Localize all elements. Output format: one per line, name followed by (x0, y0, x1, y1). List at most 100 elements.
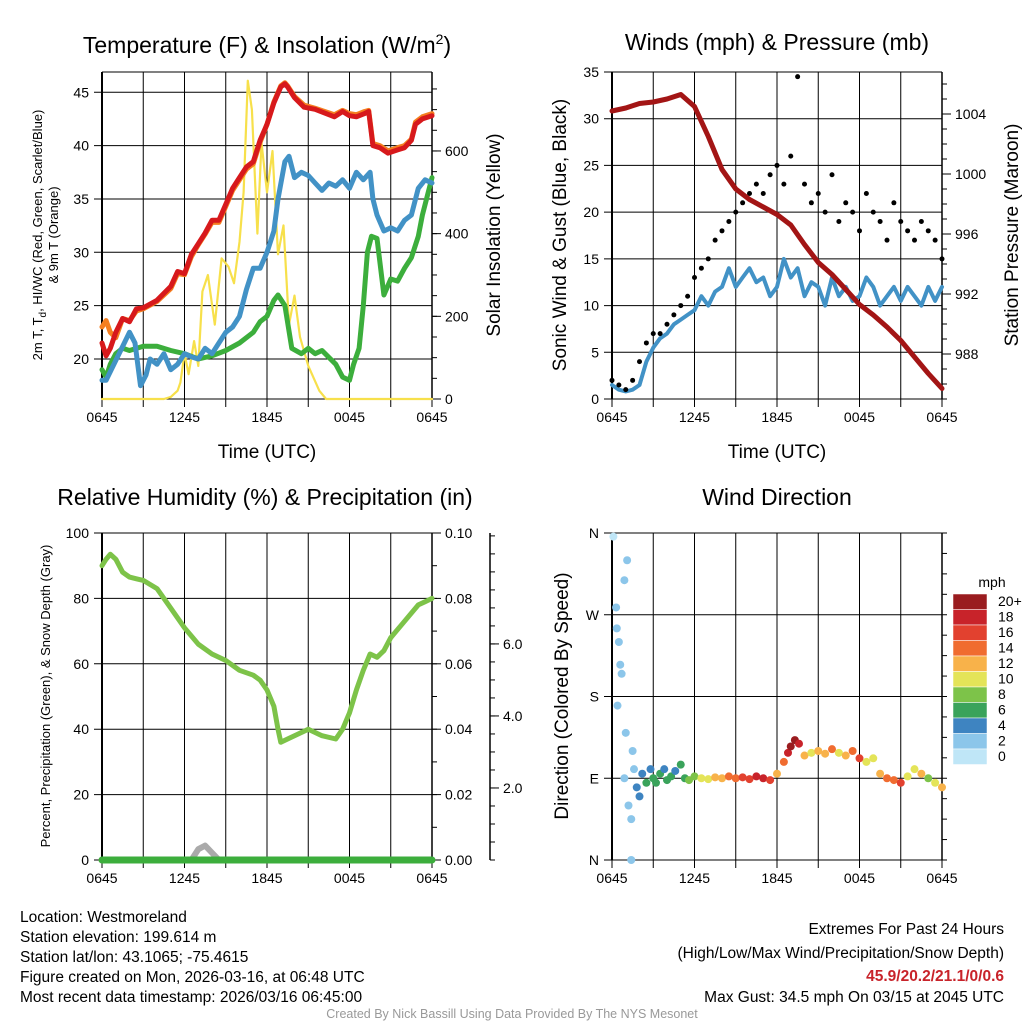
winds-chart-title: Winds (mph) & Pressure (mb) (625, 29, 929, 55)
extremes-values: 45.9/20.2/21.1/0/0.6 (866, 968, 1004, 985)
gust-point (905, 228, 911, 234)
wind-direction-point (821, 749, 830, 758)
precipitation-y2-tick-label: 0.10 (445, 525, 472, 541)
wind-direction-point (828, 745, 836, 754)
wind-direction-point (834, 748, 843, 757)
wind-direction-point (660, 765, 669, 774)
humidity-x-tick-label: 0645 (416, 870, 447, 886)
gust-point (815, 190, 821, 196)
temperature-y-tick-label: 45 (73, 84, 89, 100)
gust-point (912, 237, 917, 243)
colorbar-label: 8 (998, 686, 1006, 702)
wind-direction-point (612, 624, 621, 633)
temperature-chart-title: Temperature (F) & Insolation (W/m2) (83, 31, 451, 58)
humidity-y-tick-label: 100 (66, 525, 90, 541)
wind-direction-point (671, 766, 680, 775)
winds-y-axis-label: Sonic Wind & Gust (Blue, Black) (550, 99, 571, 371)
insolation-y-axis-label: Solar Insolation (Yellow) (484, 133, 505, 336)
pressure-y2-tick-label: 992 (955, 286, 979, 302)
temperature-x-axis-label: Time (UTC) (218, 442, 317, 463)
colorbar-swatch (952, 593, 988, 610)
wind-direction-point (889, 776, 898, 785)
colorbar-label: 14 (998, 640, 1014, 656)
relative-humidity-line (99, 551, 435, 745)
gust-point (753, 181, 759, 187)
winds-x-axis-label: Time (UTC) (728, 442, 827, 463)
wind-direction-y-axis-label: Direction (Colored By Speed) (552, 572, 573, 819)
dewpoint-line (99, 175, 435, 383)
wind-direction-point (862, 757, 871, 766)
wind-direction-point (869, 754, 878, 763)
gust-point (918, 218, 924, 224)
winds-y-tick-label: 25 (583, 157, 599, 173)
wind-direction-point (784, 748, 792, 757)
wind-direction-point (652, 778, 660, 787)
wind-direction-point (616, 660, 625, 669)
winds-x-tick-label: 0645 (926, 409, 957, 425)
winds-x-tick-label: 1845 (761, 409, 792, 425)
gust-point (877, 218, 883, 224)
winds-y-tick-label: 20 (583, 204, 599, 220)
wind-direction-point (841, 751, 850, 760)
temperature-x-tick-label: 0045 (334, 409, 365, 425)
gust-point (726, 218, 732, 224)
gust-point (671, 312, 677, 318)
gust-point (678, 303, 684, 309)
gust-point (685, 293, 691, 299)
pressure-y2-tick-label: 988 (955, 346, 979, 362)
colorbar-label: 20+ (998, 593, 1022, 609)
precipitation-y2-tick-label: 0.06 (445, 656, 472, 672)
gust-point (884, 237, 890, 243)
temperature-y-tick-label: 30 (73, 244, 89, 260)
gust-point (657, 331, 663, 337)
humidity-x-tick-label: 1245 (169, 870, 200, 886)
wind-direction-point (624, 801, 633, 810)
wind-direction-point (612, 603, 621, 612)
gust-point (932, 237, 938, 243)
wind-direction-point (883, 774, 891, 783)
wind-direction-point (910, 765, 919, 774)
colorbar-swatch (952, 702, 988, 719)
humidity-y-tick-label: 60 (73, 656, 89, 672)
precipitation-y2-tick-label: 0.08 (445, 590, 472, 606)
recent-data-text: Most recent data timestamp: 2026/03/16 0… (20, 989, 362, 1006)
precipitation-y2-tick-label: 0.00 (445, 852, 472, 868)
temperature-y-tick-label: 35 (73, 191, 89, 207)
winds-y-tick-label: 5 (591, 344, 599, 360)
wind-direction-point (917, 769, 926, 778)
winds-y-tick-label: 10 (583, 298, 599, 314)
wind-direction-point (697, 774, 706, 783)
winds-x-tick-label: 0045 (844, 409, 875, 425)
wind-direction-point (773, 769, 781, 778)
wind-direction-point (646, 765, 655, 774)
pressure-y2-tick-label: 1000 (955, 166, 986, 182)
gust-point (740, 200, 746, 206)
gust-point (939, 256, 945, 262)
winds-y-tick-label: 35 (583, 64, 599, 80)
gust-point (719, 228, 725, 234)
wind-direction-point (855, 754, 864, 763)
gust-point (747, 190, 752, 196)
gust-point (650, 331, 656, 337)
wind-direction-point (638, 769, 647, 778)
wind-direction-point (738, 773, 747, 782)
wind-direction-point (630, 765, 638, 774)
colorbar-title: mph (978, 574, 1005, 590)
wind-direction-y-tick-label: N (589, 525, 599, 541)
insolation-y2-tick-label: 0 (445, 391, 453, 407)
wind-direction-point (903, 772, 912, 781)
created-text: Figure created on Mon, 2026-03-16, at 06… (20, 969, 365, 986)
wind-direction-point (779, 757, 788, 766)
temperature-y-tick-label: 25 (73, 298, 89, 314)
gust-point (767, 172, 773, 178)
humidity-y-tick-label: 80 (73, 590, 89, 606)
wind-direction-chart-title: Wind Direction (702, 484, 852, 510)
gust-point (609, 377, 615, 383)
wind-direction-point (848, 747, 857, 755)
gust-point (822, 209, 828, 215)
gust-point (925, 228, 931, 234)
temperature-x-tick-label: 0645 (86, 409, 117, 425)
humidity-y-tick-label: 0 (81, 852, 89, 868)
wind-direction-x-tick-label: 0645 (596, 870, 627, 886)
